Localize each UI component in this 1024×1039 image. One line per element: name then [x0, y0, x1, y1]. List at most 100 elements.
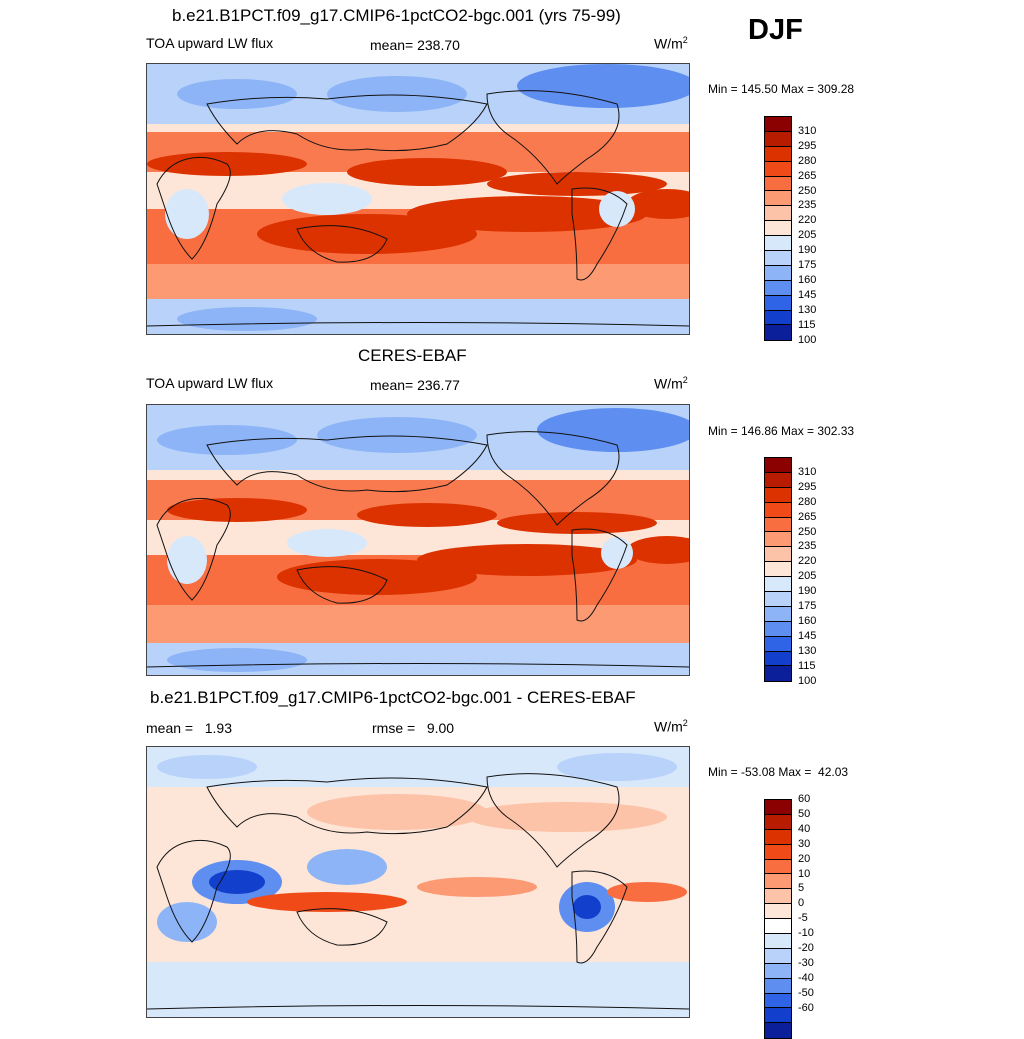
colorbar-2-tick-label: 280 — [798, 495, 817, 508]
colorbar-2-swatch-7 — [765, 562, 791, 578]
greenland-negative — [157, 755, 257, 779]
amazon-strong-negative — [573, 895, 601, 919]
atlantic-warm — [627, 189, 689, 219]
colorbar-2-swatch-2 — [765, 487, 791, 503]
south-mid-band — [147, 605, 689, 643]
colorbar-1-tick-label: 130 — [798, 303, 817, 316]
colorbar-3-swatch-9 — [765, 934, 791, 949]
colorbar-3-swatch-11 — [765, 963, 791, 979]
arctic-negative — [557, 753, 677, 781]
panel-3-units: W/m2 — [654, 718, 688, 735]
colorbar-1-swatch-9 — [765, 251, 791, 266]
panel-3-title: b.e21.B1PCT.f09_g17.CMIP6-1pctCO2-bgc.00… — [150, 688, 636, 707]
colorbar-2-tick-label: 220 — [798, 555, 817, 568]
siberia-cold — [537, 408, 689, 452]
colorbar-1-swatch-6 — [765, 206, 791, 222]
south-pacific-warm — [407, 196, 647, 232]
panel-2-units: W/m2 — [654, 375, 688, 392]
africa-convection — [167, 536, 207, 584]
colorbar-2-tick-label: 145 — [798, 629, 817, 642]
colorbar-1-swatch-14 — [765, 325, 791, 341]
colorbar-2-swatch-5 — [765, 532, 791, 548]
colorbar-2-swatch-9 — [765, 592, 791, 607]
colorbar-1-swatch-11 — [765, 280, 791, 296]
indian-ocean-positive — [247, 892, 407, 912]
colorbar-3-swatch-3 — [765, 844, 791, 860]
colorbar-1-tick-label: 175 — [798, 259, 817, 271]
atlantic-cold — [157, 425, 297, 455]
colorbar-1-swatch-8 — [765, 236, 791, 252]
colorbar-2-swatch-14 — [765, 666, 791, 682]
colorbar-3-tick-label: -50 — [798, 986, 814, 999]
amazon-convection — [599, 191, 635, 227]
colorbar-2-swatch-8 — [765, 577, 791, 593]
ne-pacific-warm — [487, 172, 667, 196]
antarctica-outline — [147, 663, 689, 668]
panel-1-variable: TOA upward LW flux — [146, 35, 274, 51]
colorbar-3-tick-label: 10 — [798, 867, 811, 880]
panel-3-mean: mean = 1.93 — [146, 720, 233, 736]
colorbar-2-swatch-0 — [765, 458, 791, 473]
panel-3-colorbar — [764, 799, 792, 1039]
australia-outline — [296, 225, 388, 263]
colorbar-1-tick-label: 280 — [798, 154, 817, 167]
ne-pacific-warm — [497, 512, 657, 534]
pacific-band-positive — [417, 877, 537, 897]
colorbar-2-swatch-12 — [765, 636, 791, 652]
colorbar-3-tick-label: 50 — [798, 807, 811, 820]
eurasia-positive — [307, 794, 487, 830]
colorbar-3-tick-label: 40 — [798, 822, 811, 835]
atlantic-warm — [627, 536, 689, 564]
north-america-outline — [486, 431, 620, 526]
panel-1-title: b.e21.B1PCT.f09_g17.CMIP6-1pctCO2-bgc.00… — [172, 6, 621, 25]
south-mid-band — [147, 264, 689, 299]
colorbar-1-tick-label: 205 — [798, 229, 817, 242]
panel-3-rmse: rmse = 9.00 — [372, 720, 455, 736]
colorbar-3-tick-label: 60 — [798, 793, 811, 805]
africa-outline — [156, 156, 231, 260]
colorbar-3-tick-label: -40 — [798, 971, 814, 984]
panel-3-map-svg — [147, 747, 689, 1017]
colorbar-3-tick-label: 0 — [798, 897, 805, 910]
colorbar-3-swatch-1 — [765, 814, 791, 830]
atlantic-cold — [177, 79, 297, 109]
colorbar-2-tick-label: 175 — [798, 600, 817, 612]
eurasia-outline — [206, 777, 488, 835]
panel-2-colorbar — [764, 457, 792, 683]
colorbar-3-swatch-14 — [765, 1008, 791, 1024]
colorbar-2-tick-label: 115 — [798, 659, 816, 672]
colorbar-2-tick-label: 265 — [798, 510, 817, 523]
colorbar-1-tick-label: 295 — [798, 139, 817, 152]
indian-ocean-warm — [277, 559, 477, 595]
siberia-cold — [517, 64, 689, 108]
africa-outline — [156, 497, 231, 601]
colorbar-1-tick-label: 250 — [798, 184, 817, 197]
colorbar-1-swatch-7 — [765, 221, 791, 237]
southern-ocean-cold — [177, 307, 317, 331]
panel-2-minmax: Min = 146.86 Max = 302.33 — [708, 424, 855, 438]
colorbar-3-swatch-2 — [765, 829, 791, 845]
colorbar-2-tick-label: 235 — [798, 540, 817, 553]
panel-3-map — [146, 746, 690, 1018]
colorbar-3-tick-label: 30 — [798, 837, 811, 850]
north-america-outline — [486, 90, 620, 185]
colorbar-3-tick-label: -60 — [798, 1001, 814, 1014]
australia-outline — [296, 566, 388, 604]
panel-2-title: CERES-EBAF — [358, 346, 467, 365]
europe-cold — [327, 76, 467, 112]
panel-2-map — [146, 404, 690, 676]
maritime-continent — [287, 529, 367, 557]
colorbar-1-tick-label: 265 — [798, 169, 817, 182]
south-africa-negative — [157, 902, 217, 942]
panel-3-minmax: Min = -53.08 Max = 42.03 — [708, 765, 849, 779]
colorbar-1-swatch-2 — [765, 146, 791, 162]
southern-ocean-cold — [167, 648, 307, 672]
europe-cold — [317, 417, 477, 453]
colorbar-3-swatch-8 — [765, 919, 791, 935]
panel-2-variable: TOA upward LW flux — [146, 375, 274, 391]
colorbar-1-swatch-13 — [765, 310, 791, 326]
australia-outline — [296, 908, 388, 946]
colorbar-3-tick-label: -10 — [798, 927, 814, 940]
antarctica-outline — [147, 322, 689, 327]
colorbar-3-swatch-5 — [765, 874, 791, 890]
